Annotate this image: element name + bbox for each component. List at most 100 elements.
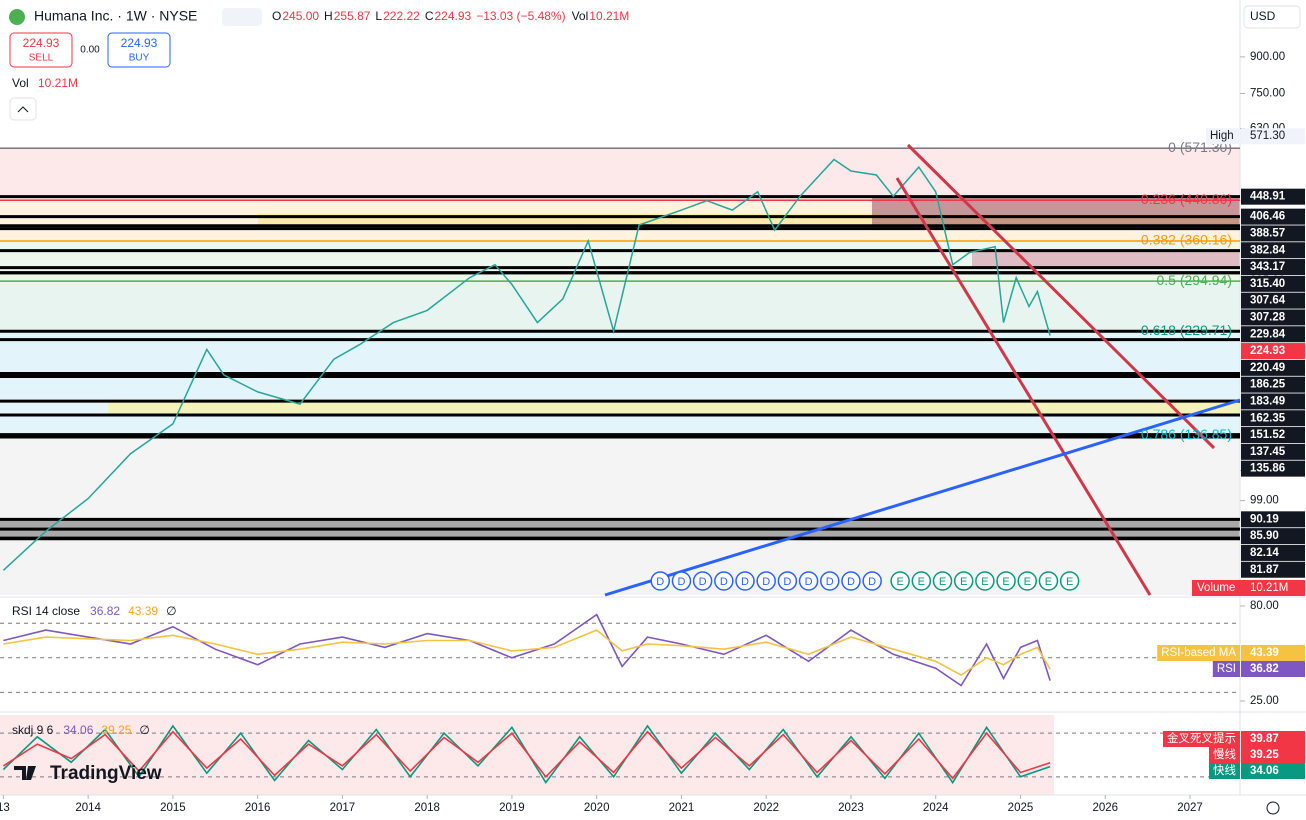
dividends-label: D <box>868 576 876 588</box>
series-tag <box>1241 763 1305 779</box>
ohlc-value: 245.00 <box>282 9 319 23</box>
indicator-value: ∅ <box>166 604 176 618</box>
fib-label: 0.382 (360.16) <box>1141 232 1232 248</box>
x-tick-label: 2014 <box>75 802 101 814</box>
dividends-marker <box>862 571 882 591</box>
trend-line <box>906 143 1216 450</box>
indicator-title: skdj 9 6 <box>12 723 54 737</box>
earnings-label: E <box>1002 576 1009 588</box>
dividends-label: D <box>847 576 855 588</box>
vol-label: Vol <box>12 76 29 90</box>
series-tag-value: 39.87 <box>1250 733 1279 745</box>
trend-line <box>895 177 1152 596</box>
level-tag <box>1241 242 1305 259</box>
indicator-value: 39.25 <box>101 723 131 737</box>
dividends-marker <box>841 571 861 591</box>
ohlc-label: O <box>272 9 281 23</box>
series-tag-bg <box>1209 763 1240 779</box>
level-tag <box>1241 393 1305 410</box>
level-tag-label: 307.64 <box>1250 295 1286 307</box>
settings-icon[interactable] <box>1266 801 1280 815</box>
level-tag-label: 81.87 <box>1250 564 1279 576</box>
level-tag <box>1241 275 1305 292</box>
level-tag-label: 183.49 <box>1250 395 1285 407</box>
ohlc-label: C <box>425 9 434 23</box>
level-tag <box>1241 460 1305 477</box>
level-tag-label: 186.25 <box>1250 379 1286 391</box>
series-tag <box>1241 731 1305 747</box>
fib-label: 0.786 (136.85) <box>1141 426 1232 442</box>
series-tag-name: RSI <box>1217 663 1236 675</box>
ohlc-label: L <box>375 9 382 23</box>
x-tick-label: 2022 <box>753 802 779 814</box>
series-line <box>2 730 1051 780</box>
level-tag-label: 151.52 <box>1250 429 1285 441</box>
sell-label: SELL <box>29 53 54 64</box>
symbol-title[interactable]: Humana Inc. · 1W · NYSE <box>34 8 197 24</box>
series-tag-bg <box>1157 645 1240 661</box>
earnings-marker <box>1038 571 1059 591</box>
level-tag-label: 224.93 <box>1250 345 1285 357</box>
level-tag <box>1241 561 1305 578</box>
vol-value: 10.21M <box>589 9 629 23</box>
sell-button[interactable] <box>9 32 73 68</box>
earnings-marker <box>996 571 1016 591</box>
series-tag-name: 金叉死叉提示 <box>1167 731 1236 745</box>
change: −13.03 (−5.48%) <box>476 9 565 23</box>
y-tick-label: 99.00 <box>1250 495 1279 507</box>
buy-button[interactable] <box>107 32 171 68</box>
logo: TradingView <box>50 763 162 784</box>
trend-line <box>604 398 1241 597</box>
level-tag-label: 82.14 <box>1250 547 1279 559</box>
x-tick-label: 2016 <box>245 802 271 814</box>
currency-button[interactable] <box>1243 5 1301 29</box>
series-tag <box>1241 747 1305 763</box>
earnings-marker <box>911 571 932 591</box>
zone <box>108 399 1240 414</box>
level-tag <box>1241 443 1305 460</box>
level-tag-label: 229.84 <box>1250 328 1286 340</box>
x-tick-label: 2026 <box>1092 802 1118 814</box>
x-tick-label: 2017 <box>330 802 356 814</box>
indicator-value: ∅ <box>139 723 149 737</box>
dividends-label: D <box>783 576 791 588</box>
level-tag <box>1241 410 1305 427</box>
level-tag <box>1241 292 1305 309</box>
compare-button[interactable] <box>222 8 262 26</box>
series-tag <box>1241 661 1305 677</box>
dividends-label: D <box>656 576 664 588</box>
dividends-label: D <box>826 576 834 588</box>
earnings-marker <box>975 571 995 591</box>
dividends-marker <box>735 571 755 591</box>
x-tick-label: 2021 <box>669 802 695 814</box>
vol-value: 10.21M <box>38 76 78 90</box>
level-tag <box>1241 376 1305 393</box>
level-tag-label: 137.45 <box>1250 446 1286 458</box>
earnings-label: E <box>1066 576 1073 588</box>
dividends-label: D <box>699 576 707 588</box>
series-tag-bg <box>1163 731 1240 747</box>
spread: 0.00 <box>80 45 100 56</box>
collapse-button[interactable] <box>9 97 37 121</box>
level-tag <box>1241 544 1305 561</box>
y-tick-label: 750.00 <box>1250 88 1285 100</box>
volume-tag-value: 10.21M <box>1250 582 1288 594</box>
dividends-marker <box>650 571 671 591</box>
x-tick-label: 2018 <box>414 802 440 814</box>
volume-tag <box>1192 580 1305 596</box>
logo-icon <box>14 766 36 780</box>
x-tick-label: 2023 <box>838 802 864 814</box>
x-tick-label: 2024 <box>923 802 949 814</box>
high-value: 571.30 <box>1250 130 1285 142</box>
indicator-value: 34.06 <box>63 723 93 737</box>
dividends-marker <box>692 571 713 591</box>
ohlc-label: H <box>324 9 333 23</box>
fib-zone <box>0 147 1240 200</box>
fib-zone <box>0 331 1240 435</box>
buy-label: BUY <box>129 53 150 64</box>
level-tag <box>1241 359 1305 376</box>
level-tag-label: 448.91 <box>1250 191 1286 203</box>
series-tag-name: 快线 <box>1213 763 1236 777</box>
series-tag-value: 34.06 <box>1250 765 1279 777</box>
